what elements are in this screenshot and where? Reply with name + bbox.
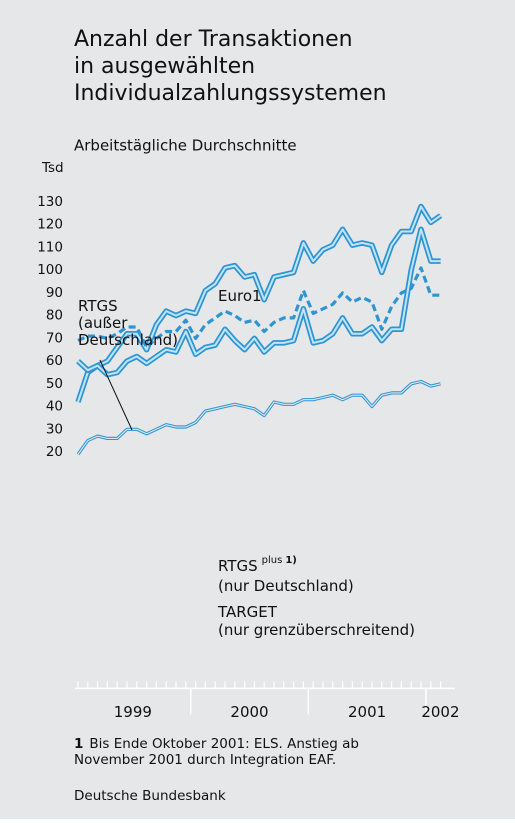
source: Deutsche Bundesbank: [74, 788, 226, 804]
series-line: [77, 266, 441, 349]
annotation-text: Deutschland): [78, 331, 178, 349]
x-tick-label: 2001: [348, 703, 386, 721]
annotation-text: RTGS: [78, 297, 118, 315]
annotation-text: (nur Deutschland): [218, 577, 354, 595]
footnote-text: Bis Ende Oktober 2001: ELS. Anstieg ab: [89, 736, 359, 752]
chart-title: Anzahl der Transaktionen: [74, 27, 353, 52]
y-tick-label: 80: [46, 308, 63, 324]
x-tick-label: 2000: [230, 703, 268, 721]
x-tick-label: 1999: [114, 703, 152, 721]
annotation: Deutschland): [78, 331, 178, 349]
y-tick-label: 50: [46, 376, 63, 392]
annotation: RTGS plus 1): [218, 555, 297, 575]
annotation: TARGET: [217, 603, 278, 621]
annotation-text: (außer: [78, 314, 128, 332]
y-unit: Tsd: [41, 160, 64, 176]
y-tick-label: 70: [46, 330, 63, 346]
y-tick-label: 30: [46, 421, 63, 437]
annotation: (nur grenzüberschreitend): [218, 621, 415, 639]
subtitle: Arbeitstägliche Durchschnitte: [74, 137, 297, 155]
y-tick-label: 110: [37, 239, 63, 255]
annotation: (nur Deutschland): [218, 577, 354, 595]
chart-title: in ausgewählten: [74, 54, 255, 79]
y-tick-label: 90: [46, 285, 63, 301]
annotation: (außer: [78, 314, 128, 332]
series-line-inner: [77, 380, 441, 455]
annotation-text: RTGS: [218, 557, 258, 575]
leader-line: [99, 359, 133, 431]
annotation-sup-note: 1): [285, 555, 297, 566]
y-tick-label: 20: [46, 444, 63, 460]
footnote-marker: 1: [74, 736, 83, 752]
annotation: RTGS: [78, 297, 118, 315]
y-tick-label: 120: [37, 217, 63, 233]
chart-title: Individualzahlungssystemen: [74, 81, 387, 106]
annotation: Euro1: [218, 287, 262, 305]
annotation-text: TARGET: [217, 603, 278, 621]
y-tick-label: 40: [46, 399, 63, 415]
annotation-text: Euro1: [218, 287, 262, 305]
y-tick-label: 100: [37, 262, 63, 278]
footnote: 1 Bis Ende Oktober 2001: ELS. Anstieg ab: [74, 736, 359, 752]
annotation-text: (nur grenzüberschreitend): [218, 621, 415, 639]
y-tick-label: 60: [46, 353, 63, 369]
annotation-sup: plus: [262, 555, 283, 566]
x-tick-label: 2002: [421, 703, 459, 721]
y-tick-label: 130: [37, 194, 63, 210]
series-line-inner: [77, 205, 442, 403]
footnote: November 2001 durch Integration EAF.: [74, 752, 336, 768]
series-line-inner: [77, 228, 441, 376]
